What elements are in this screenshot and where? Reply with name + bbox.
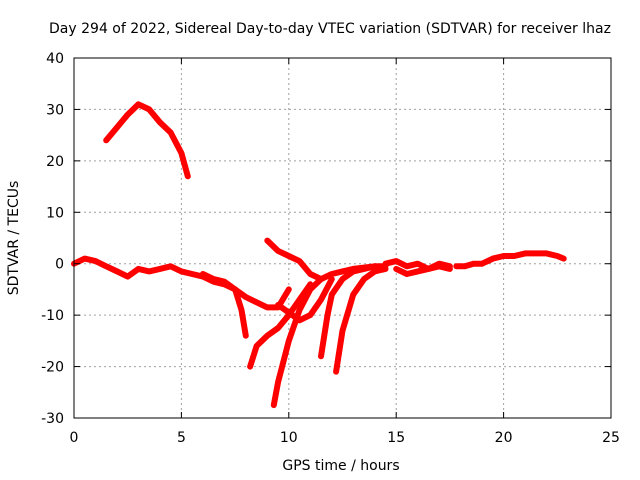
x-tick-label: 20: [495, 430, 513, 446]
grid: [74, 58, 611, 418]
y-tick-label: -10: [41, 308, 64, 324]
y-tick-label: -30: [41, 411, 64, 427]
series-arc-9: [318, 263, 389, 360]
series-arc-6: [264, 237, 378, 283]
series-arc-12: [393, 263, 453, 277]
y-tick-label: -20: [41, 360, 64, 376]
series-arc-10: [333, 265, 389, 375]
plot-frame: [73, 57, 612, 419]
x-axis-label: GPS time / hours: [282, 458, 399, 474]
y-tick-label: 20: [46, 154, 64, 170]
y-tick-label: 30: [46, 102, 64, 118]
x-tick-label: 5: [177, 430, 186, 446]
y-tick-label: 40: [46, 51, 64, 67]
axis-ticks: 0 5 10 15 20 25 -30 -20 -10 0 10 20 30 40: [41, 51, 620, 446]
y-tick-label: 0: [55, 257, 64, 273]
y-axis-label: SDTVAR / TECUs: [6, 181, 22, 296]
series-arc-5: [247, 281, 314, 370]
y-tick-label: 10: [46, 205, 64, 221]
series-arc-8: [275, 276, 335, 324]
chart-title: Day 294 of 2022, Sidereal Day-to-day VTE…: [49, 21, 611, 37]
x-tick-label: 25: [602, 430, 620, 446]
series-arc-7: [270, 276, 324, 409]
x-tick-label: 10: [280, 430, 298, 446]
series-arc-1: [103, 101, 191, 180]
x-tick-label: 15: [387, 430, 405, 446]
series-arc-3: [199, 271, 249, 339]
data-series: [71, 101, 567, 409]
series-arc-13: [453, 250, 567, 270]
x-tick-label: 0: [70, 430, 79, 446]
